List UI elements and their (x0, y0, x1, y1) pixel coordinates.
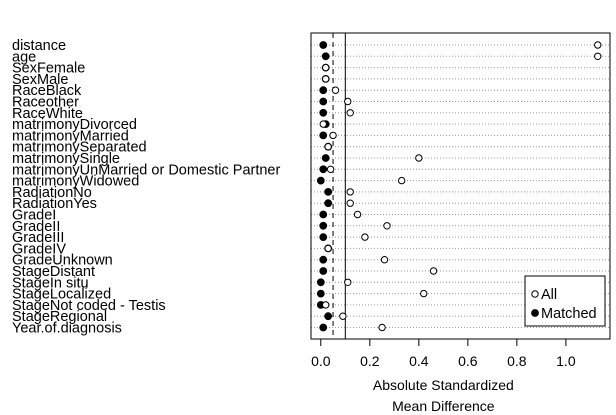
legend: All Matched (524, 275, 606, 327)
all-point (329, 131, 337, 140)
all-point (594, 41, 602, 49)
x-tick-label: 1.0 (556, 353, 576, 369)
all-point (353, 210, 362, 219)
matched-point (321, 52, 330, 61)
matched-point (319, 233, 328, 242)
all-point (324, 143, 332, 151)
covariate-label: StageDistant (12, 264, 95, 280)
matched-point (319, 131, 328, 140)
covariate-label: SexFemale (12, 61, 85, 77)
all-point (331, 86, 340, 94)
covariate-label: RadiationYes (12, 196, 97, 212)
legend-box (524, 275, 606, 327)
matched-point (319, 323, 328, 332)
covariate-label: Raceother (12, 95, 79, 111)
covariate-label: GradeIII (12, 230, 64, 246)
reference-lines (332, 33, 346, 339)
all-point (378, 323, 386, 332)
matched-point (319, 210, 328, 219)
covariate-label: StageLocalized (12, 287, 111, 303)
x-tick-label: 0.6 (458, 353, 478, 369)
matched-point (319, 108, 328, 117)
x-tick-label: 0.8 (507, 353, 527, 369)
covariate-label: distance (12, 38, 66, 54)
legend-label-matched: Matched (541, 306, 597, 322)
covariate-label: StageIn situ (12, 275, 89, 291)
x-axis-title-line-1: Absolute Standardized (373, 377, 514, 393)
all-point (415, 154, 423, 162)
covariate-label: Year.of.diagnosis (12, 321, 122, 337)
x-tick-label: 0.4 (409, 353, 429, 369)
all-point (420, 289, 428, 298)
matched-point (324, 188, 333, 196)
covariate-label: StageRegional (12, 309, 107, 325)
covariate-label: matrimonySingle (12, 151, 120, 167)
all-point (346, 188, 354, 196)
matched-point (319, 221, 328, 230)
covariate-label: RaceWhite (12, 106, 83, 122)
all-point (324, 244, 332, 253)
all-point (344, 97, 352, 106)
covariate-label: SexMale (12, 72, 68, 88)
matched-point (321, 154, 330, 162)
matched-point (324, 199, 333, 208)
covariate-label: matrimonyDivorced (12, 117, 137, 133)
covariate-label: matrimonyUnMarried or Domestic Partner (12, 162, 280, 178)
covariate-label: GradeII (12, 219, 60, 235)
matched-point (319, 97, 328, 106)
covariate-label: matrimonySeparated (12, 140, 147, 156)
legend-label-all: All (541, 287, 557, 303)
covariate-label: GradeIV (12, 241, 66, 257)
covariate-label: matrimonyWidowed (12, 174, 139, 190)
covariate-labels: distanceageSexFemaleSexMaleRaceBlackRace… (12, 38, 280, 337)
covariate-label: GradeI (12, 208, 56, 224)
data-points (316, 41, 602, 332)
all-point (380, 256, 389, 264)
matched-point (319, 165, 328, 174)
all-point (594, 52, 602, 60)
matched-point (319, 267, 328, 275)
covariate-label: age (12, 49, 36, 65)
all-point (339, 312, 347, 320)
matched-point (316, 278, 325, 287)
all-point (346, 199, 354, 207)
all-point (361, 233, 369, 241)
grid-lines (311, 44, 610, 328)
all-point (383, 222, 391, 230)
covariate-label: StageNot coded - Testis (12, 298, 166, 314)
matched-point (316, 176, 325, 185)
x-tick-label: 0.2 (360, 353, 380, 369)
x-tick-label: 0.0 (311, 353, 331, 369)
legend-filled-circle-icon (531, 309, 539, 317)
legend-open-circle-icon (531, 290, 539, 298)
all-point (346, 109, 354, 117)
all-point (319, 120, 327, 128)
covariate-label: RadiationNo (12, 185, 92, 201)
matched-point (324, 312, 333, 321)
all-point (322, 63, 330, 72)
all-point (326, 165, 335, 174)
all-point (344, 278, 352, 286)
matched-point (319, 86, 328, 95)
all-point (429, 267, 438, 275)
matched-point (319, 255, 328, 264)
all-point (322, 75, 330, 83)
x-axis-title-line-2: Mean Difference (392, 398, 495, 414)
all-point (397, 176, 406, 185)
matched-point (319, 41, 328, 49)
all-point (322, 301, 330, 309)
matched-point (316, 289, 325, 298)
covariate-label: GradeUnknown (12, 253, 113, 269)
covariate-label: matrimonyMarried (12, 128, 129, 144)
covariate-label: RaceBlack (12, 83, 82, 99)
x-axis: 0.0 0.2 0.4 0.6 0.8 1.0 (311, 338, 576, 369)
